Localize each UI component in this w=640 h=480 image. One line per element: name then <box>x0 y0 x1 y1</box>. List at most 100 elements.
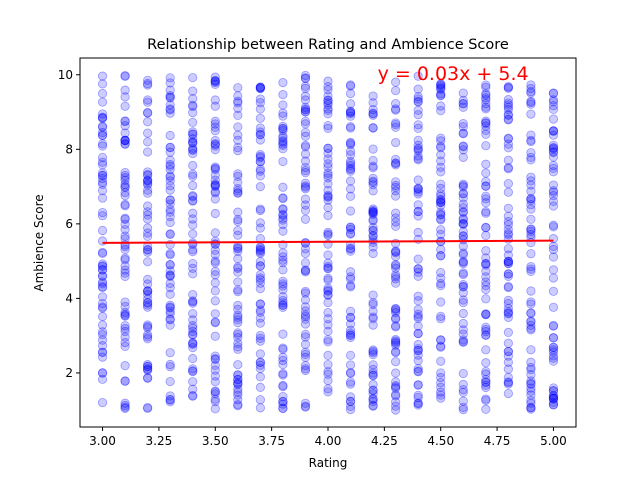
scatter-point <box>255 382 265 392</box>
scatter-point <box>436 387 446 397</box>
scatter-point <box>323 263 333 273</box>
scatter-point <box>210 351 220 361</box>
scatter-point <box>413 390 423 400</box>
scatter-point <box>233 318 243 328</box>
scatter-point <box>97 173 108 184</box>
scatter-point <box>165 73 175 83</box>
scatter-point <box>210 228 220 238</box>
scatter-point <box>255 82 265 92</box>
scatter-point <box>503 281 513 292</box>
scatter-point <box>436 390 446 400</box>
scatter-point <box>391 248 401 258</box>
scatter-point <box>143 167 153 177</box>
scatter-point <box>97 347 108 357</box>
scatter-point <box>436 229 446 239</box>
scatter-point <box>165 266 175 276</box>
scatter-point <box>120 128 130 138</box>
scatter-point <box>458 122 468 132</box>
scatter-point <box>548 88 559 98</box>
scatter-point <box>548 201 559 211</box>
scatter-point <box>413 146 423 156</box>
scatter-point <box>368 348 378 358</box>
scatter-point <box>503 98 513 108</box>
scatter-point <box>526 135 536 145</box>
scatter-point <box>300 244 311 254</box>
scatter-point <box>526 194 536 204</box>
scatter-point <box>458 207 468 217</box>
scatter-point <box>413 312 423 322</box>
scatter-point <box>391 251 401 262</box>
scatter-point <box>300 95 311 105</box>
scatter-point <box>391 308 401 318</box>
scatter-point <box>278 123 288 133</box>
scatter-point <box>255 299 265 309</box>
scatter-point <box>120 139 130 149</box>
scatter-point <box>165 155 175 165</box>
scatter-point <box>255 247 265 257</box>
scatter-point <box>120 376 130 386</box>
scatter-point <box>188 73 198 83</box>
scatter-point <box>345 106 356 116</box>
scatter-point <box>278 300 288 310</box>
scatter-point <box>345 330 356 340</box>
scatter-point <box>548 252 559 262</box>
scatter-point <box>255 278 265 288</box>
scatter-point <box>120 71 130 81</box>
scatter-point <box>458 402 468 412</box>
scatter-point <box>278 156 288 167</box>
scatter-point <box>233 142 243 153</box>
scatter-point <box>255 82 265 92</box>
scatter-point <box>323 173 333 183</box>
scatter-point <box>458 250 468 260</box>
scatter-point <box>526 176 536 186</box>
scatter-point <box>97 347 108 357</box>
scatter-point <box>97 330 108 340</box>
scatter-point <box>481 118 491 128</box>
scatter-point <box>503 351 513 361</box>
scatter-point <box>278 380 288 391</box>
scatter-point <box>481 176 491 187</box>
scatter-point <box>458 387 468 397</box>
scatter-point <box>97 265 108 275</box>
scatter-point <box>278 144 288 154</box>
scatter-point <box>300 402 311 412</box>
scatter-point <box>210 180 220 190</box>
scatter-point <box>526 97 536 108</box>
scatter-point <box>526 204 536 214</box>
scatter-point <box>278 213 288 223</box>
scatter-points <box>97 70 559 415</box>
scatter-point <box>255 333 265 343</box>
scatter-point <box>391 336 401 346</box>
scatter-point <box>481 260 491 270</box>
scatter-point <box>413 321 423 331</box>
scatter-point <box>300 311 311 322</box>
scatter-point <box>481 324 491 335</box>
scatter-point <box>143 247 153 257</box>
scatter-point <box>458 295 468 305</box>
scatter-point <box>323 250 333 260</box>
scatter-point <box>210 309 220 319</box>
scatter-point <box>481 345 491 355</box>
scatter-point <box>300 106 311 117</box>
scatter-point <box>97 179 108 190</box>
scatter-point <box>210 365 220 375</box>
scatter-point <box>97 261 108 272</box>
scatter-point <box>458 215 468 225</box>
scatter-point <box>255 245 265 256</box>
scatter-point <box>120 183 130 193</box>
scatter-point <box>300 361 311 371</box>
scatter-point <box>233 230 243 240</box>
scatter-point <box>255 357 265 367</box>
scatter-point <box>368 110 378 120</box>
scatter-point <box>210 145 220 155</box>
scatter-point <box>188 390 198 401</box>
scatter-point <box>548 393 559 403</box>
scatter-point <box>188 214 198 224</box>
scatter-point <box>188 145 198 155</box>
scatter-point <box>458 95 468 105</box>
scatter-point <box>548 167 559 177</box>
scatter-point <box>413 339 423 350</box>
scatter-point <box>210 245 220 255</box>
scatter-point <box>120 121 130 131</box>
scatter-point <box>413 71 423 81</box>
